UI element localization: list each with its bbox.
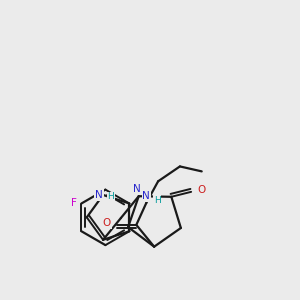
- Text: H: H: [154, 196, 160, 205]
- Text: N: N: [142, 191, 150, 201]
- Text: F: F: [70, 199, 76, 208]
- Text: N: N: [133, 184, 141, 194]
- Text: H: H: [108, 192, 114, 201]
- Text: N: N: [95, 190, 103, 200]
- Text: O: O: [103, 218, 111, 228]
- Text: O: O: [197, 185, 205, 195]
